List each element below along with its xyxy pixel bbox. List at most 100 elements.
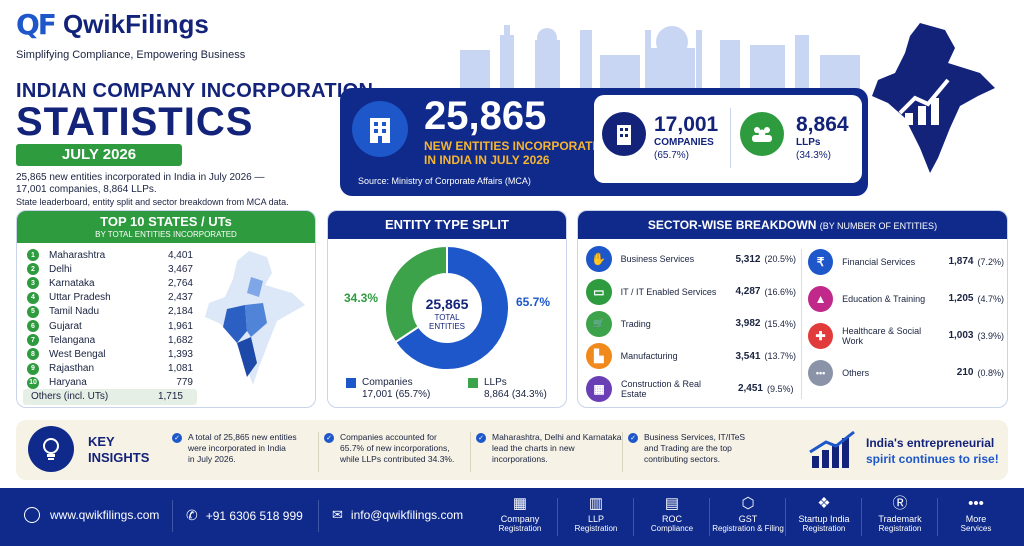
service-gst[interactable]: ⬡ GST Registration & Filing (712, 494, 784, 534)
sector-row: ✚ Healthcare & Social Work 1,003 (3.9%) (808, 317, 1004, 354)
ellipsis-icon: ••• (808, 359, 834, 386)
sector-value: 1,874 (948, 256, 974, 267)
sector-divider (801, 249, 802, 399)
state-name: Delhi (49, 263, 72, 275)
state-value: 4,401 (167, 249, 193, 261)
intro-line2: 17,001 companies, 8,864 LLPs. (16, 184, 157, 195)
companies-icon (602, 112, 646, 156)
brand-logo[interactable]: QF QwikFilings (16, 8, 209, 41)
globe-icon (24, 507, 40, 523)
state-row: 4 Uttar Pradesh 2,437 (27, 291, 193, 305)
period-badge: JULY 2026 (16, 144, 182, 166)
hero-llps-pct: (34.3%) (796, 150, 832, 161)
state-value: 2,184 (167, 306, 193, 318)
legend-companies-label: Companies (362, 377, 413, 388)
sector-value: 5,312 (735, 253, 761, 265)
others-value: 1,715 (157, 391, 183, 402)
sector-value: 210 (956, 367, 974, 378)
phone-icon: ✆ (186, 507, 198, 523)
skyline-illustration (460, 25, 860, 90)
sector-title: SECTOR-WISE BREAKDOWN (647, 218, 817, 232)
insight-divider (470, 432, 471, 472)
monitor-icon: ▭ (586, 278, 612, 305)
service-sublabel: Services (960, 524, 992, 533)
sector-pct: (20.5%) (764, 254, 796, 265)
footer-phone-text: +91 6306 518 999 (205, 508, 303, 523)
footer-sep1 (172, 500, 173, 532)
sector-pct: (15.4%) (764, 318, 796, 329)
sector-name: Healthcare & Social Work (842, 325, 922, 346)
page-title-line2: STATISTICS (16, 100, 254, 144)
hero-building-icon (352, 101, 408, 157)
insight-line: 65.7% of new incorporations, (340, 443, 450, 453)
service-startup[interactable]: ❖ Startup India Registration (788, 494, 860, 534)
legend-companies-pct: (65.7%) (395, 389, 431, 400)
service-divider (557, 498, 558, 536)
hero-caption-line1: NEW ENTITIES INCORPORATED (424, 139, 610, 153)
legend-llps-label: LLPs (484, 377, 507, 388)
state-row: 7 Telangana 1,682 (27, 333, 193, 347)
state-name: West Bengal (49, 348, 106, 360)
logo-mark: QF (16, 8, 57, 41)
building-icon: ▦ (586, 375, 612, 402)
service-roc[interactable]: ▤ ROC Compliance (636, 494, 708, 534)
insight-item: ✓ A total of 25,865 new entities were inco… (172, 432, 320, 465)
service-label: Company (500, 514, 540, 524)
donut-hole (414, 275, 480, 341)
insight-line: while LLPs contributed 34.3%. (340, 454, 455, 464)
footer-bar (0, 488, 1024, 546)
footer-website[interactable]: www.qwikfilings.com (24, 507, 159, 523)
state-rank-badge: 7 (27, 334, 39, 347)
sector-pct: (3.9%) (977, 330, 1004, 341)
state-row: 2 Delhi 3,467 (27, 262, 193, 276)
state-name: Uttar Pradesh (49, 292, 111, 304)
state-value: 779 (176, 377, 193, 389)
service-label: ROC (662, 514, 682, 524)
insight-line: were incorporated in India (188, 443, 286, 453)
top-states-header: TOP 10 STATES / UTs BY TOTAL ENTITIES IN… (17, 211, 315, 243)
footer-phone[interactable]: ✆ +91 6306 518 999 (186, 507, 303, 524)
sector-row: ₹ Financial Services 1,874 (7.2%) (808, 243, 1004, 280)
growth-chart-icon (809, 430, 855, 468)
sector-value: 1,205 (948, 293, 974, 304)
state-rank-badge: 9 (27, 362, 39, 375)
sector-row: 🛒 Trading 3,982 (15.4%) (586, 308, 796, 340)
hero-source: Source: Ministry of Corporate Affairs (M… (358, 176, 531, 186)
insight-line: contributing sectors. (644, 454, 721, 464)
gst-icon: ⬡ (741, 495, 755, 512)
legend-llps-value: 8,864 (484, 389, 510, 400)
entity-split-title: ENTITY TYPE SPLIT (328, 211, 566, 239)
service-label: Trademark (878, 514, 922, 524)
service-trademark[interactable]: Ⓡ Trademark Registration (864, 494, 936, 534)
service-label: LLP (587, 514, 604, 524)
service-sublabel: Registration (574, 524, 618, 533)
others-label: Others (incl. UTs) (31, 391, 109, 402)
startup-icon: ❖ (817, 495, 831, 512)
insight-line: Companies accounted for (340, 432, 437, 442)
state-name: Karnataka (49, 277, 95, 289)
sector-name: Financial Services (842, 256, 916, 267)
sector-pct: (13.7%) (764, 351, 796, 362)
intro-line3: State leaderboard, entity split and sect… (16, 197, 289, 207)
entity-split-card: ENTITY TYPE SPLIT 25,865 TOTAL ENTITIES … (327, 210, 567, 408)
check-icon: ✓ (476, 433, 486, 443)
top-states-subtitle: BY TOTAL ENTITIES INCORPORATED (95, 230, 237, 239)
sector-name: Manufacturing (620, 351, 678, 362)
footer-email-text: info@qwikfilings.com (350, 508, 464, 522)
state-value: 2,764 (167, 277, 193, 289)
insight-divider (622, 432, 623, 472)
service-llp[interactable]: ▥ LLP Registration (560, 494, 632, 534)
hero-divider (730, 108, 731, 168)
service-company[interactable]: ▦ Company Registration (484, 494, 556, 534)
footer-email[interactable]: ✉ info@qwikfilings.com (332, 507, 463, 523)
slogan: India's entrepreneurial spirit continues… (866, 435, 999, 467)
service-divider (709, 498, 710, 536)
state-rank-badge: 10 (27, 376, 39, 389)
service-more[interactable]: ••• More Services (940, 494, 1012, 534)
insight-line: in July 2026. (188, 454, 236, 464)
states-list: 1 Maharashtra 4,401 2 Delhi 3,467 3 Karnataka 2,… (27, 248, 193, 390)
entity-donut (384, 244, 510, 371)
sector-row: ••• Others 210 (0.8%) (808, 354, 1004, 391)
state-name: Rajasthan (49, 363, 95, 375)
page-title-line1: INDIAN COMPANY INCORPORATION (16, 80, 374, 102)
